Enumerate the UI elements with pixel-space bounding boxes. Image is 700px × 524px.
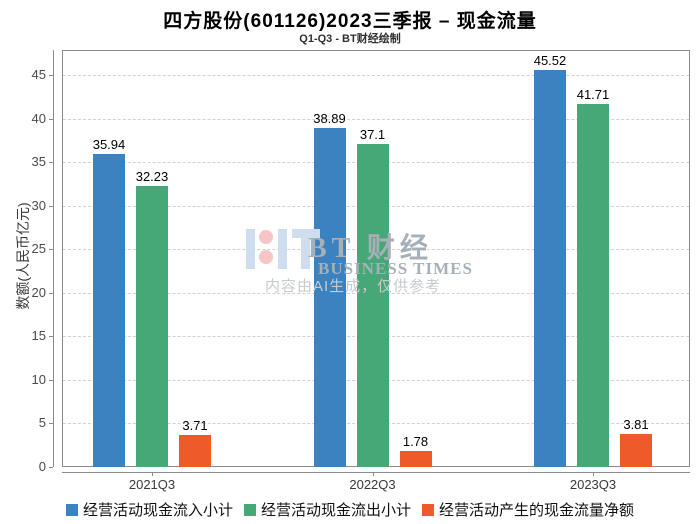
y-axis-tick (49, 249, 53, 251)
y-axis-tick (49, 423, 53, 425)
legend-swatch-icon (243, 503, 256, 516)
x-tick-label: 2021Q3 (128, 477, 176, 492)
watermark-logo-t-icon (292, 229, 320, 238)
legend: 经营活动现金流入小计 经营活动现金流出小计 经营活动产生的现金流量净额 (0, 499, 700, 520)
y-tick-label: 10 (31, 371, 46, 387)
chart-subtitle: Q1-Q3 - BT财经绘制 (299, 33, 401, 45)
legend-swatch-icon (65, 503, 78, 516)
y-tick-label: 30 (31, 197, 46, 213)
watermark-logo-dot-icon (259, 230, 273, 244)
y-axis-tick (49, 118, 53, 120)
y-tick-label: 20 (31, 284, 46, 300)
y-tick-label: 35 (31, 154, 46, 170)
bar-value-label: 38.89 (313, 111, 346, 127)
y-axis-tick (49, 379, 53, 381)
x-tick-label: 2022Q3 (349, 477, 396, 492)
y-tick-label: 45 (31, 67, 46, 82)
watermark-logo-dot-icon (259, 250, 273, 264)
gridline (63, 75, 689, 76)
bar (93, 153, 125, 467)
x-axis-tick (593, 472, 594, 476)
gridline (63, 118, 689, 120)
x-axis-tick (152, 472, 153, 476)
chart-title: 四方股份(601126)2023三季报 – 现金流量 (163, 11, 537, 32)
bar-value-label: 41.71 (576, 86, 610, 102)
y-axis-tick (49, 467, 53, 468)
watermark-logo-bar-icon (246, 229, 255, 269)
watermark-brand-en: BUSINESS TIMES (318, 259, 473, 278)
y-axis-tick (49, 162, 53, 164)
y-tick-label: 5 (38, 415, 46, 431)
y-axis-tick (49, 336, 53, 338)
bar-value-label: 37.1 (359, 126, 386, 142)
bar-value-label: 3.81 (623, 416, 649, 432)
bar-value-label: 45.52 (533, 53, 567, 69)
bar-value-label: 32.23 (135, 169, 169, 185)
x-axis-tick (372, 472, 374, 476)
bar (399, 451, 432, 467)
bar (179, 434, 211, 467)
bar (136, 186, 168, 467)
y-axis-tick (49, 292, 53, 294)
legend-swatch-icon (422, 503, 434, 516)
bar (313, 128, 346, 467)
legend-item: 经营活动产生的现金流量净额 (422, 499, 634, 520)
bar-value-label: 3.71 (182, 417, 208, 433)
bar-value-label: 35.94 (92, 136, 126, 152)
bar-value-label: 1.78 (402, 434, 429, 450)
y-tick-label: 15 (31, 328, 46, 344)
watermark-logo-t-icon (301, 238, 310, 269)
y-axis-tick (49, 75, 53, 76)
y-tick-label: 40 (31, 110, 46, 126)
x-axis-line (62, 472, 690, 473)
bar (577, 103, 609, 467)
legend-label: 经营活动产生的现金流量净额 (439, 502, 635, 519)
bar (534, 70, 566, 467)
y-tick-label: 25 (31, 241, 46, 257)
bar (620, 433, 652, 467)
legend-label: 经营活动现金流出小计 (260, 502, 411, 519)
watermark-logo-bar-icon (278, 229, 287, 269)
watermark-brand-cn: BT 财经 (308, 233, 433, 264)
x-tick-label: 2023Q3 (569, 477, 617, 492)
legend-label: 经营活动现金流入小计 (82, 502, 233, 519)
watermark-disclaimer: 内容由AI生成，仅供参考 (265, 278, 442, 295)
bar (356, 143, 389, 467)
legend-item: 经营活动现金流入小计 (65, 499, 233, 520)
y-axis-tick (49, 205, 53, 207)
legend-item: 经营活动现金流出小计 (243, 499, 411, 520)
y-axis-line (53, 50, 54, 467)
y-tick-label: 0 (38, 459, 46, 474)
